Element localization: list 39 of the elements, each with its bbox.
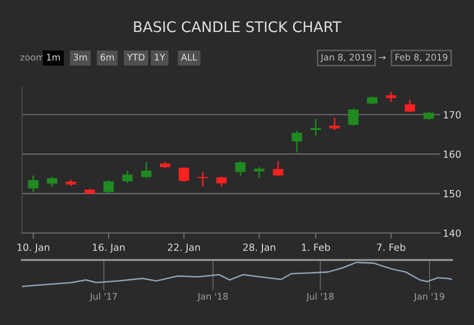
text: Feb 8, 2019 [396,54,448,62]
y-tick-label: 160 [444,150,461,158]
candlestick [404,98,416,113]
x-tick-label: 10. Jan [18,244,50,253]
x-tick-label: Jan '18 [197,292,228,302]
candlestick [254,166,264,178]
candlestick [216,176,227,188]
text: 1m [46,54,60,60]
text: 6m [100,54,114,61]
y-tick-label: 170 [444,111,461,118]
x-tick-label: 7. Feb [377,243,406,251]
x-tick-label: 28. Jan [243,244,276,253]
x-tick-label: Jul '17 [90,292,117,302]
candlestick [348,108,359,126]
candlestick [292,130,302,154]
candlestick [329,117,340,131]
x-tick-label: 1. Feb [302,243,330,251]
text: 3m [74,54,87,61]
text: Jan 8, 2019 [320,54,372,62]
text: 1Y [154,54,166,60]
candlestick [122,170,133,184]
candlestick [28,174,38,194]
candlestick [46,176,58,188]
candlestick [178,166,190,182]
x-tick-label: 16. Jan [92,244,125,253]
candlestick [103,179,114,194]
x-tick-label: Jan '19 [414,292,444,302]
chart-title: BASIC CANDLE STICK CHART [134,21,342,32]
y-tick-label: 140 [444,229,461,237]
text: → [378,56,386,60]
text: ALL [181,54,198,60]
x-tick-label: 22. Jan [168,244,200,253]
candlestick [141,161,152,179]
text: YTD [126,54,144,60]
candlestick [310,118,321,136]
candlestick [235,160,246,176]
y-tick-label: 150 [444,190,461,198]
candlestick [272,160,284,177]
x-tick-label: Jul '18 [306,292,334,302]
